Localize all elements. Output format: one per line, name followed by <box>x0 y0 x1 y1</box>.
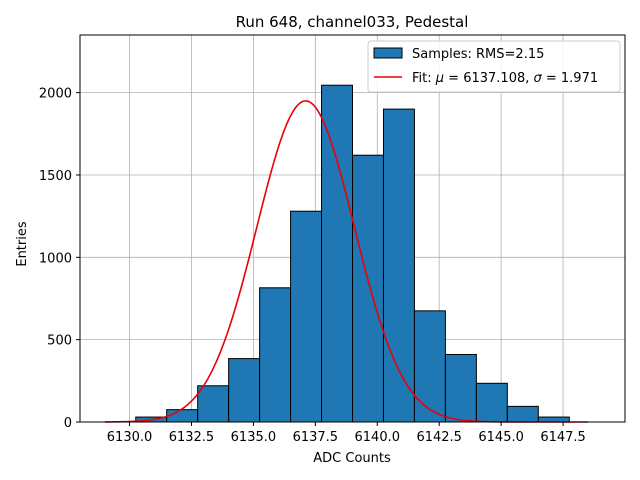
histogram-bar <box>290 210 323 423</box>
y-tick-label: 1000 <box>39 251 72 266</box>
histogram-bar <box>197 385 230 423</box>
histogram-bar <box>259 287 292 423</box>
legend-label-fit: Fit: μ = 6137.108, σ = 1.971 <box>412 71 598 86</box>
x-axis-title: ADC Counts <box>313 451 391 466</box>
y-tick-label: 0 <box>64 416 72 431</box>
legend-fit-prefix: Fit: <box>412 71 436 86</box>
legend-fit-mu-value: = 6137.108, <box>444 71 533 86</box>
x-tick-label: 6145.0 <box>478 430 524 445</box>
plot-frame <box>79 34 626 423</box>
histogram-bar <box>413 310 446 423</box>
x-tick-label: 6147.5 <box>540 430 586 445</box>
histogram-bar <box>352 154 384 423</box>
y-axis-ticks: 0 500 1000 1500 2000 <box>39 87 80 431</box>
legend-fit-mu-symbol: μ <box>435 71 444 86</box>
y-tick-label: 1500 <box>39 169 72 184</box>
x-tick-label: 6132.5 <box>169 430 215 445</box>
legend-box <box>367 40 621 93</box>
x-tick-label: 6137.5 <box>293 430 339 445</box>
chart-title: Run 648, channel033, Pedestal <box>236 13 469 31</box>
x-tick-label: 6142.5 <box>416 430 462 445</box>
x-axis-ticks: 6130.0 6132.5 6135.0 6137.5 6140.0 6142.5 6145… <box>107 422 586 445</box>
histogram-bar <box>166 409 199 423</box>
legend-fit-sigma-symbol: σ <box>534 71 543 86</box>
histogram-bar <box>228 358 261 423</box>
legend-fit-sigma-value: = 1.971 <box>542 71 598 86</box>
x-tick-label: 6140.0 <box>355 430 401 445</box>
x-tick-label: 6135.0 <box>231 430 277 445</box>
legend-patch-samples <box>373 47 403 59</box>
histogram-bar <box>321 84 353 423</box>
histogram-bars <box>135 84 570 423</box>
y-axis-title: Entries <box>15 221 30 267</box>
histogram-bar <box>444 353 477 423</box>
legend-label-samples: Samples: RMS=2.15 <box>412 47 544 62</box>
histogram-bar <box>475 382 508 423</box>
y-tick-label: 2000 <box>39 87 72 102</box>
legend: Samples: RMS=2.15 Fit: μ = 6137.108, σ =… <box>367 40 621 93</box>
histogram-bar <box>382 108 415 423</box>
x-tick-label: 6130.0 <box>107 430 153 445</box>
y-tick-label: 500 <box>47 334 72 349</box>
histogram-bar <box>506 405 539 423</box>
